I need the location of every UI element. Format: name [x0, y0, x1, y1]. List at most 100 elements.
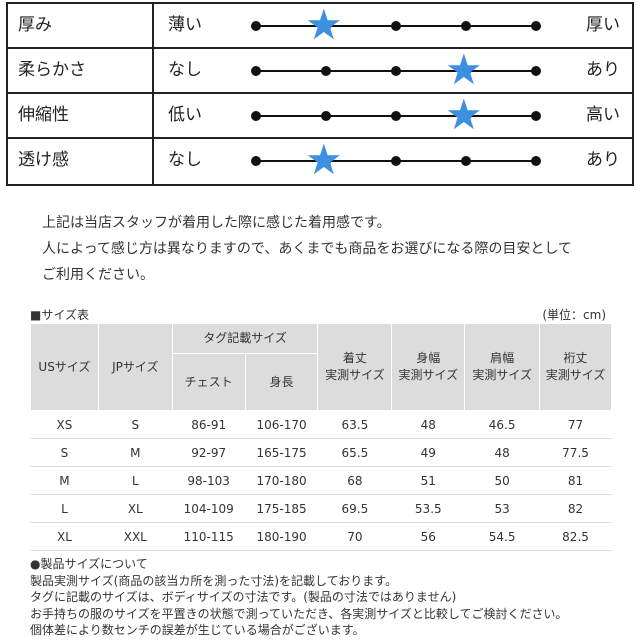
- scale-dot: [461, 66, 471, 76]
- cell-length: 63.5: [317, 410, 393, 439]
- scale-dot: [321, 156, 331, 166]
- cell-sleeve: 77: [539, 410, 612, 439]
- footer-line: タグに記載のサイズは、ボディサイズの寸法です。(製品の寸法ではありません): [30, 590, 457, 604]
- cell-height: 165-175: [244, 438, 319, 467]
- scale-dot: [461, 111, 471, 121]
- feel-scale: ★: [251, 139, 541, 181]
- star-icon: ★: [445, 45, 483, 94]
- cell-shoulder: 54.5: [464, 522, 541, 551]
- header-length: 着丈 実測サイズ: [317, 323, 393, 411]
- table-row: XL XXL 110-115 180-190 70 56 54.5 82.5: [30, 522, 612, 551]
- table-row: XS S 86-91 106-170 63.5 48 46.5 77: [30, 410, 612, 439]
- scale-dot: [251, 111, 261, 121]
- scale-dot: [461, 156, 471, 166]
- feel-max-label: 高い: [586, 105, 620, 125]
- feel-label: 柔らかさ: [8, 49, 154, 92]
- feel-scale: ★: [251, 94, 541, 136]
- feel-max-label: 厚い: [586, 15, 620, 35]
- feel-min-label: なし: [168, 150, 202, 170]
- scale-dot: [531, 66, 541, 76]
- cell-us-size: M: [30, 466, 99, 495]
- star-icon: ★: [445, 90, 483, 139]
- cell-width: 49: [391, 438, 466, 467]
- cell-us-size: XS: [30, 410, 99, 439]
- cell-shoulder: 48: [464, 438, 541, 467]
- cell-length: 70: [317, 522, 393, 551]
- cell-jp-size: M: [97, 438, 173, 467]
- scale-dot: [531, 156, 541, 166]
- cell-length: 65.5: [317, 438, 393, 467]
- feel-note: 上記は当店スタッフが着用した際に感じた着用感です。 人によって感じ方は異なります…: [42, 210, 572, 288]
- star-icon: ★: [305, 0, 343, 49]
- cell-width: 56: [391, 522, 466, 551]
- cell-height: 180-190: [244, 522, 319, 551]
- scale-dot: [391, 66, 401, 76]
- scale-dot: [321, 111, 331, 121]
- cell-us-size: L: [30, 494, 99, 523]
- size-notes: ●製品サイズについて 製品実測サイズ(商品の該当カ所を測った寸法)を記載しており…: [30, 556, 567, 639]
- scale-dot: [531, 111, 541, 121]
- cell-sleeve: 77.5: [539, 438, 612, 467]
- cell-length: 69.5: [317, 494, 393, 523]
- size-table-unit: (単位：cm): [542, 308, 606, 322]
- cell-us-size: XL: [30, 522, 99, 551]
- feel-min-label: なし: [168, 60, 202, 80]
- header-chest: チェスト: [171, 353, 246, 411]
- footer-line: ●製品サイズについて: [30, 557, 148, 571]
- cell-shoulder: 53: [464, 494, 541, 523]
- scale-dot: [321, 66, 331, 76]
- cell-shoulder: 50: [464, 466, 541, 495]
- cell-shoulder: 46.5: [464, 410, 541, 439]
- header-height: 身長: [244, 353, 319, 411]
- cell-height: 170-180: [244, 466, 319, 495]
- fabric-feel-table: 厚み 薄い 厚い ★ 柔らかさ なし あり ★ 伸縮性 低い 高い ★ 透け感 なし …: [6, 2, 634, 186]
- scale-dot: [461, 21, 471, 31]
- footer-line: お手持ちの服のサイズを平置きの状態で測っていただき、各実測サイズと比較してご検討…: [30, 606, 568, 621]
- feel-scale: ★: [251, 49, 541, 91]
- scale-dot: [251, 66, 261, 76]
- cell-chest: 110-115: [171, 522, 246, 551]
- feel-label: 厚み: [8, 4, 154, 47]
- cell-jp-size: S: [97, 410, 173, 439]
- star-icon: ★: [305, 135, 343, 184]
- scale-dot: [391, 21, 401, 31]
- cell-width: 51: [391, 466, 466, 495]
- scale-dot: [251, 21, 261, 31]
- feel-row: 透け感 なし あり ★: [8, 139, 632, 184]
- size-table: USサイズ JPサイズ タグ記載サイズ 着丈 実測サイズ 身幅 実測サイズ 肩幅 実測…: [30, 323, 612, 551]
- scale-dot: [391, 111, 401, 121]
- cell-us-size: S: [30, 438, 99, 467]
- cell-length: 68: [317, 466, 393, 495]
- header-width: 身幅 実測サイズ: [391, 323, 466, 411]
- feel-row: 伸縮性 低い 高い ★: [8, 94, 632, 139]
- footer-line: 個体差により数センチの誤差が生じている場合がございます。: [30, 623, 365, 637]
- cell-sleeve: 82: [539, 494, 612, 523]
- cell-height: 106-170: [244, 410, 319, 439]
- table-row: L XL 104-109 175-185 69.5 53.5 53 82: [30, 494, 612, 523]
- feel-label: 伸縮性: [8, 94, 154, 137]
- cell-jp-size: XL: [97, 494, 173, 523]
- cell-chest: 98-103: [171, 466, 246, 495]
- scale-dot: [391, 156, 401, 166]
- scale-dot: [251, 156, 261, 166]
- note-line: ご利用ください。: [42, 267, 154, 283]
- cell-jp-size: L: [97, 466, 173, 495]
- feel-row: 厚み 薄い 厚い ★: [8, 4, 632, 49]
- feel-max-label: あり: [586, 150, 620, 170]
- header-tag-size: タグ記載サイズ: [171, 323, 319, 354]
- cell-sleeve: 82.5: [539, 522, 612, 551]
- feel-max-label: あり: [586, 60, 620, 80]
- header-us-size: USサイズ: [30, 323, 99, 411]
- feel-scale: ★: [251, 4, 541, 46]
- cell-width: 53.5: [391, 494, 466, 523]
- cell-width: 48: [391, 410, 466, 439]
- cell-jp-size: XXL: [97, 522, 173, 551]
- scale-dot: [321, 21, 331, 31]
- header-sleeve: 裄丈 実測サイズ: [539, 323, 612, 411]
- feel-min-label: 薄い: [168, 15, 202, 35]
- feel-row: 柔らかさ なし あり ★: [8, 49, 632, 94]
- header-jp-size: JPサイズ: [97, 323, 173, 411]
- note-line: 上記は当店スタッフが着用した際に感じた着用感です。: [42, 215, 391, 231]
- size-table-title: ■サイズ表: [30, 308, 89, 322]
- table-row: S M 92-97 165-175 65.5 49 48 77.5: [30, 438, 612, 467]
